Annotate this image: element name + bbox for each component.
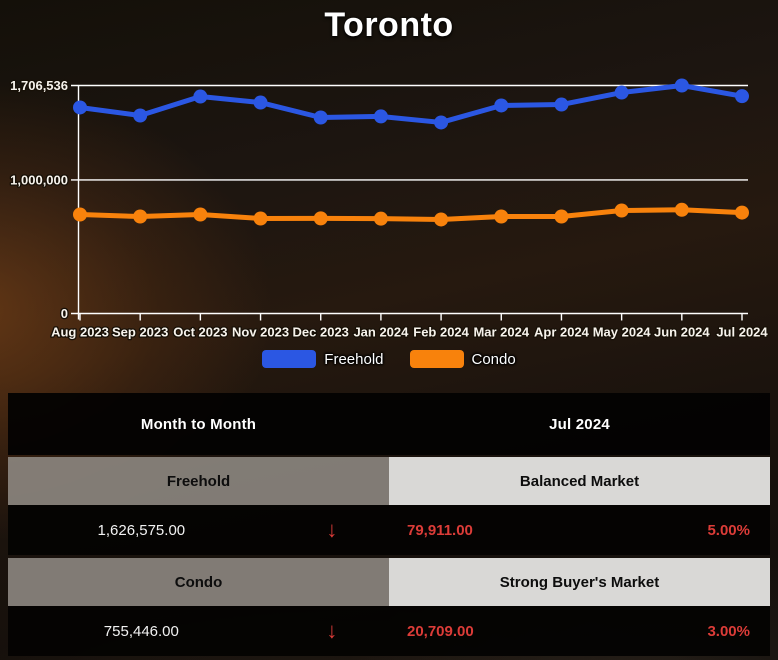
down-arrow-icon: ↓ <box>326 618 338 643</box>
x-tick-label: Sep 2023 <box>112 325 168 340</box>
legend-item-freehold: Freehold <box>262 350 384 368</box>
freehold-label: Freehold <box>8 457 389 505</box>
legend-item-condo: Condo <box>409 350 516 368</box>
data-point-condo <box>373 211 388 226</box>
freehold-price: 1,626,575.00 <box>97 521 186 539</box>
condo-change-amount: 20,709.00 <box>406 622 474 640</box>
down-arrow-icon: ↓ <box>326 517 338 542</box>
condo-label-row: Condo Strong Buyer's Market <box>8 558 770 606</box>
series-line-condo <box>77 207 745 222</box>
freehold-legend-label: Freehold <box>324 350 384 368</box>
y-tick-label: 0 <box>61 306 68 321</box>
table-header-row: Month to Month Jul 2024 <box>8 393 770 455</box>
x-tick-label: Dec 2023 <box>293 325 349 340</box>
data-point-condo <box>494 209 509 224</box>
x-tick-label: Jun 2024 <box>654 325 710 340</box>
page-title: Toronto <box>324 6 454 44</box>
condo-change-percent: 3.00% <box>707 622 750 640</box>
freehold-market-status: Balanced Market <box>389 457 770 505</box>
y-tick-label: 1,000,000 <box>10 172 68 187</box>
data-point-freehold <box>253 95 268 110</box>
x-tick-label: Jan 2024 <box>353 325 409 340</box>
data-point-condo <box>253 211 268 226</box>
x-tick-label: May 2024 <box>593 325 652 340</box>
freehold-label-row: Freehold Balanced Market <box>8 457 770 505</box>
x-tick-label: Feb 2024 <box>413 325 469 340</box>
data-point-condo <box>434 212 449 227</box>
x-tick-label: Nov 2023 <box>232 325 289 340</box>
data-point-freehold <box>674 78 689 93</box>
data-point-condo <box>73 207 87 222</box>
header-month-to-month: Month to Month <box>140 415 257 433</box>
condo-market-status: Strong Buyer's Market <box>389 558 770 606</box>
header-current-month: Jul 2024 <box>549 415 610 433</box>
data-point-freehold <box>735 89 749 104</box>
data-point-freehold <box>494 98 509 113</box>
freehold-change-amount: 79,911.00 <box>406 521 473 539</box>
condo-label: Condo <box>8 558 389 606</box>
x-tick-label: Oct 2023 <box>173 325 227 340</box>
freehold-value-row: 1,626,575.00 ↓ 79,911.00 5.00% <box>8 505 770 555</box>
data-point-freehold <box>373 109 388 124</box>
data-point-condo <box>193 207 208 222</box>
data-point-freehold <box>313 110 328 125</box>
data-point-condo <box>313 211 328 226</box>
condo-legend-swatch <box>409 350 464 368</box>
chart-legend: Freehold Condo <box>0 350 778 368</box>
data-point-freehold <box>434 115 449 130</box>
data-point-condo <box>614 203 629 218</box>
data-point-condo <box>554 209 569 224</box>
data-point-condo <box>133 209 148 224</box>
condo-value-row: 755,446.00 ↓ 20,709.00 3.00% <box>8 606 770 656</box>
x-tick-label: Aug 2023 <box>51 325 109 340</box>
data-point-condo <box>735 205 749 220</box>
x-tick-label: Jul 2024 <box>716 325 768 340</box>
data-point-condo <box>674 202 689 217</box>
freehold-legend-swatch <box>262 350 317 368</box>
condo-legend-label: Condo <box>471 350 516 368</box>
x-tick-label: Apr 2024 <box>534 325 590 340</box>
data-point-freehold <box>614 85 629 100</box>
x-tick-label: Mar 2024 <box>473 325 529 340</box>
series-line-freehold <box>77 83 745 125</box>
data-point-freehold <box>554 97 569 112</box>
data-point-freehold <box>73 100 87 115</box>
price-trend-chart: 0 1,000,000 1,706,536 Aug 2023 Sep 2023 Oct 2… <box>9 77 770 341</box>
data-point-freehold <box>193 89 208 104</box>
y-tick-label: 1,706,536 <box>10 78 68 93</box>
data-point-freehold <box>133 108 148 123</box>
freehold-change-percent: 5.00% <box>707 521 750 539</box>
market-summary-table: Month to Month Jul 2024 Freehold Balance… <box>8 393 770 659</box>
condo-price: 755,446.00 <box>103 622 179 640</box>
